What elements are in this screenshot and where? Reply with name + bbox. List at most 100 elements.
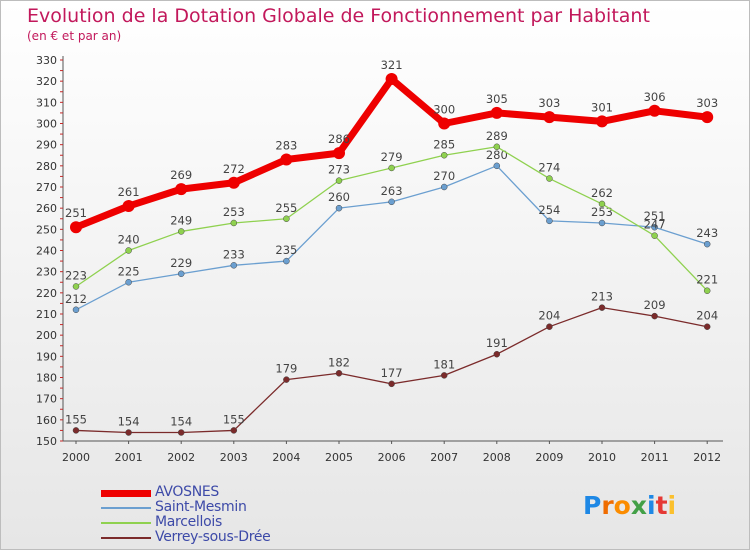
data-label: 209 (644, 298, 666, 312)
data-label: 286 (328, 132, 350, 146)
data-point (227, 176, 240, 189)
data-label: 269 (170, 168, 192, 182)
data-point (703, 287, 711, 294)
y-tick-label: 260 (36, 202, 57, 215)
legend-swatch (101, 490, 151, 497)
data-point (440, 183, 448, 191)
data-label: 177 (381, 366, 403, 380)
data-label: 303 (696, 96, 718, 110)
data-point (125, 279, 132, 286)
x-tick-label: 2012 (693, 451, 721, 464)
x-tick-label: 2003 (220, 451, 248, 464)
data-point (125, 247, 132, 254)
x-tick-label: 2008 (483, 451, 511, 464)
data-point (703, 240, 711, 248)
data-label: 221 (696, 273, 718, 287)
data-point (438, 117, 451, 130)
data-point (283, 257, 290, 265)
data-label: 204 (538, 309, 560, 323)
x-tick-label: 2010 (588, 451, 616, 464)
data-label: 249 (170, 213, 192, 227)
legend-label: Marcellois (155, 514, 222, 530)
data-label: 263 (381, 184, 403, 198)
data-point (493, 162, 501, 170)
data-point (440, 152, 448, 159)
data-label: 279 (381, 150, 403, 164)
y-tick-label: 150 (36, 435, 57, 448)
legend-label: AVOSNES (155, 484, 220, 500)
data-point (230, 427, 238, 434)
data-point (177, 429, 185, 436)
logo-letter: x (630, 491, 647, 520)
data-point (72, 306, 80, 314)
y-tick-label: 210 (36, 308, 57, 321)
data-label: 283 (275, 138, 297, 152)
data-label: 181 (433, 357, 455, 371)
data-label: 182 (328, 355, 350, 369)
data-label: 225 (118, 264, 140, 278)
data-label: 212 (65, 292, 87, 306)
x-tick-label: 2009 (535, 451, 563, 464)
data-label: 285 (433, 137, 455, 151)
data-label: 273 (328, 163, 350, 177)
data-point (283, 215, 290, 222)
data-point (335, 177, 343, 184)
data-point (125, 429, 132, 436)
data-label: 251 (65, 206, 87, 220)
x-tick-label: 2011 (641, 451, 669, 464)
data-label: 204 (696, 309, 718, 323)
data-point (333, 147, 345, 160)
y-tick-label: 270 (36, 181, 57, 194)
logo-letter: i (667, 491, 677, 520)
data-label: 155 (65, 412, 87, 426)
x-tick-label: 2007 (430, 451, 458, 464)
legend-swatch (101, 522, 151, 524)
data-point (230, 219, 238, 227)
x-tick-label: 2005 (325, 451, 353, 464)
data-label: 154 (170, 415, 192, 429)
x-tick-label: 2002 (167, 451, 195, 464)
y-tick-label: 330 (36, 54, 57, 67)
data-label: 280 (486, 148, 508, 162)
data-label: 303 (538, 96, 560, 110)
data-label: 255 (275, 201, 297, 215)
y-tick-label: 200 (36, 329, 57, 342)
y-tick-label: 290 (36, 139, 57, 152)
data-point (70, 221, 82, 234)
data-label: 253 (223, 205, 245, 219)
logo-letter: r (601, 491, 614, 520)
data-label: 321 (381, 58, 403, 72)
data-label: 274 (538, 161, 560, 175)
data-point (701, 111, 714, 124)
data-point (388, 164, 395, 172)
data-label: 270 (433, 169, 455, 183)
data-label: 261 (118, 185, 140, 199)
data-label: 154 (118, 415, 140, 429)
x-tick-label: 2000 (62, 451, 90, 464)
data-label: 243 (696, 226, 718, 240)
legend-label: Saint-Mesmin (155, 499, 247, 515)
data-label: 306 (644, 90, 666, 104)
data-label: 233 (223, 247, 245, 261)
data-label: 155 (223, 412, 245, 426)
data-label: 191 (486, 336, 508, 350)
data-point (72, 427, 80, 434)
data-label: 253 (591, 205, 613, 219)
data-point (493, 143, 501, 151)
data-label: 272 (223, 162, 245, 176)
data-point (177, 270, 185, 278)
data-label: 301 (591, 100, 613, 114)
data-point (598, 200, 606, 208)
data-point (230, 262, 238, 269)
data-point (335, 204, 343, 212)
y-tick-label: 180 (36, 372, 57, 385)
y-tick-label: 300 (36, 118, 57, 131)
data-point (546, 175, 553, 182)
data-point (280, 153, 293, 166)
y-tick-label: 250 (36, 223, 57, 236)
y-tick-label: 240 (36, 245, 57, 258)
data-point (546, 323, 553, 330)
data-point (648, 104, 661, 117)
